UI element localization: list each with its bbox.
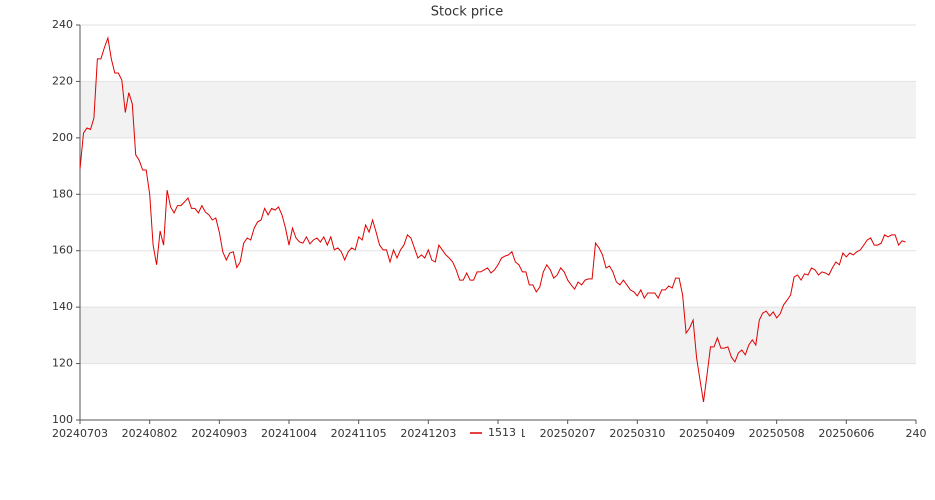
legend-box (466, 425, 522, 441)
y-tick-label: 160 (52, 244, 73, 257)
y-tick-label: 140 (52, 300, 73, 313)
chart-title: Stock price (431, 5, 503, 20)
x-tick-label: 20241105 (331, 427, 387, 440)
x-tick-label: 20240703 (52, 427, 108, 440)
x-tick-label: 20240903 (191, 427, 247, 440)
legend: 1513 (466, 425, 522, 441)
y-tick-label: 200 (52, 131, 73, 144)
x-tick-label: 20250207 (540, 427, 596, 440)
x-tick-label: 240 (906, 427, 927, 440)
price-line (79, 36, 906, 402)
y-tick-label: 220 (52, 74, 73, 87)
x-tick-label: 20240802 (122, 427, 178, 440)
x-tick-label: 20250606 (818, 427, 874, 440)
legend-label: 1513 (488, 426, 516, 439)
band (80, 81, 916, 138)
x-tick-label: 20241203 (400, 427, 456, 440)
band (80, 307, 916, 364)
y-tick-label: 100 (52, 413, 73, 426)
x-tick-label: 20250310 (609, 427, 665, 440)
x-tick-label: 20250508 (749, 427, 805, 440)
x-tick-label: 20241004 (261, 427, 317, 440)
y-tick-label: 120 (52, 357, 73, 370)
y-tick-label: 240 (52, 18, 73, 31)
y-tick-label: 180 (52, 187, 73, 200)
x-tick-label: 20250409 (679, 427, 735, 440)
